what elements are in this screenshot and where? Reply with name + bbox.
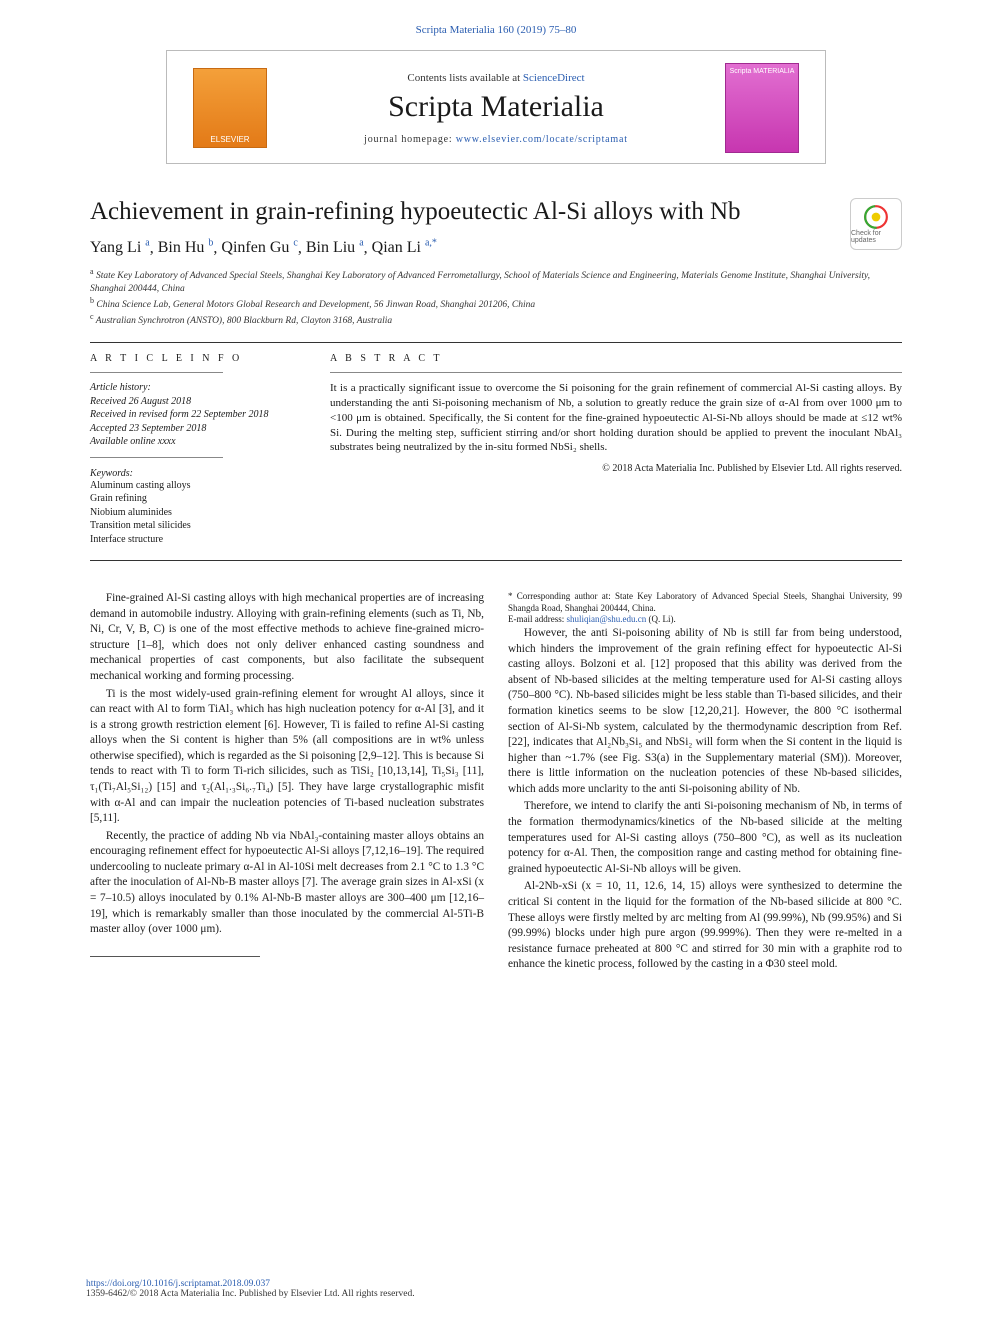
- online: Available online xxxx: [90, 435, 312, 449]
- journal-masthead: ELSEVIER Contents lists available at Sci…: [166, 50, 826, 164]
- homepage-link[interactable]: www.elsevier.com/locate/scriptamat: [456, 134, 628, 145]
- abstract: A B S T R A C T It is a practically sign…: [330, 353, 902, 546]
- keyword: Niobium aluminides: [90, 506, 312, 520]
- corresponding-footnote: * Corresponding author at: State Key Lab…: [508, 591, 902, 626]
- contents-line: Contents lists available at ScienceDirec…: [277, 72, 715, 84]
- elsevier-logo: ELSEVIER: [193, 68, 267, 148]
- history-label: Article history:: [90, 381, 312, 395]
- history-block: Article history: Received 26 August 2018…: [90, 381, 312, 449]
- running-head: Scripta Materialia 160 (2019) 75–80: [0, 0, 992, 42]
- footnote-star: * Corresponding author at: State Key Lab…: [508, 591, 902, 614]
- article: Check for updates Achievement in grain-r…: [86, 198, 906, 973]
- cover-wrap: Scripta MATERIALIA: [715, 63, 825, 153]
- homepage-label: journal homepage:: [364, 134, 456, 145]
- keyword: Grain refining: [90, 492, 312, 506]
- keyword: Transition metal silicides: [90, 519, 312, 533]
- footnote-rule: [90, 956, 260, 957]
- affiliations: a State Key Laboratory of Advanced Speci…: [90, 267, 902, 328]
- sciencedirect-link[interactable]: ScienceDirect: [523, 72, 585, 84]
- masthead-center: Contents lists available at ScienceDirec…: [277, 72, 715, 145]
- paragraph: Al-2Nb-xSi (x = 10, 11, 12.6, 14, 15) al…: [508, 879, 902, 972]
- abstract-head: A B S T R A C T: [330, 353, 902, 364]
- keyword: Interface structure: [90, 533, 312, 547]
- abstract-copyright: © 2018 Acta Materialia Inc. Published by…: [330, 463, 902, 474]
- contents-text: Contents lists available at: [407, 72, 522, 84]
- publisher-logo-wrap: ELSEVIER: [167, 68, 277, 148]
- affiliation: c Australian Synchrotron (ANSTO), 800 Bl…: [90, 312, 902, 328]
- received: Received 26 August 2018: [90, 395, 312, 409]
- accepted: Accepted 23 September 2018: [90, 422, 312, 436]
- article-info: A R T I C L E I N F O Article history: R…: [90, 353, 330, 546]
- citation-link[interactable]: Scripta Materialia 160 (2019) 75–80: [416, 24, 577, 36]
- homepage-line: journal homepage: www.elsevier.com/locat…: [277, 134, 715, 145]
- journal-title: Scripta Materialia: [277, 90, 715, 124]
- footnote-email: E-mail address: shuliqian@shu.edu.cn (Q.…: [508, 614, 902, 626]
- info-head: A R T I C L E I N F O: [90, 353, 312, 364]
- crossmark-badge[interactable]: Check for updates: [850, 198, 902, 250]
- author: Qinfen Gu c: [221, 239, 297, 256]
- keywords-list: Aluminum casting alloys Grain refining N…: [90, 479, 312, 547]
- meta-abstract-row: A R T I C L E I N F O Article history: R…: [90, 342, 902, 561]
- paragraph: Recently, the practice of adding Nb via …: [90, 829, 484, 938]
- author: Yang Li a: [90, 239, 150, 256]
- journal-cover: Scripta MATERIALIA: [725, 63, 799, 153]
- keyword: Aluminum casting alloys: [90, 479, 312, 493]
- page-footer: https://doi.org/10.1016/j.scriptamat.201…: [86, 1279, 906, 1299]
- paragraph: Fine-grained Al-Si casting alloys with h…: [90, 591, 484, 684]
- affiliation: b China Science Lab, General Motors Glob…: [90, 296, 902, 312]
- crossmark-icon: [863, 204, 889, 230]
- affiliation: a State Key Laboratory of Advanced Speci…: [90, 267, 902, 296]
- paragraph: Therefore, we intend to clarify the anti…: [508, 799, 902, 877]
- revised: Received in revised form 22 September 20…: [90, 408, 312, 422]
- crossmark-label: Check for updates: [851, 230, 901, 244]
- keywords-label: Keywords:: [90, 468, 312, 479]
- author-list: Yang Li a, Bin Hu b, Qinfen Gu c, Bin Li…: [90, 238, 902, 257]
- author: Qian Li a,*: [372, 239, 437, 256]
- paragraph: However, the anti Si-poisoning ability o…: [508, 626, 902, 797]
- paragraph: Ti is the most widely-used grain-refinin…: [90, 687, 484, 827]
- issn-line: 1359-6462/© 2018 Acta Materialia Inc. Pu…: [86, 1289, 415, 1299]
- abstract-text: It is a practically significant issue to…: [330, 381, 902, 455]
- body-text: Fine-grained Al-Si casting alloys with h…: [90, 591, 902, 973]
- email-link[interactable]: shuliqian@shu.edu.cn: [566, 614, 646, 624]
- article-title: Achievement in grain-refining hypoeutect…: [90, 198, 902, 226]
- doi-link[interactable]: https://doi.org/10.1016/j.scriptamat.201…: [86, 1279, 270, 1289]
- author: Bin Hu b: [158, 239, 214, 256]
- author: Bin Liu a: [306, 239, 364, 256]
